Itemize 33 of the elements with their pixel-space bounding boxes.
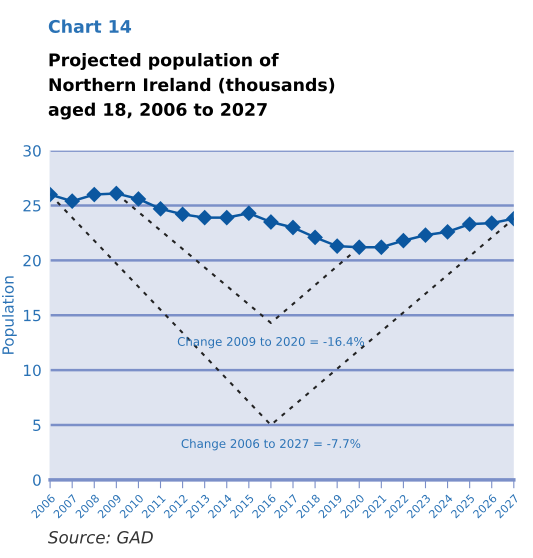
- point: [108, 186, 124, 202]
- point: [285, 220, 301, 236]
- point: [175, 206, 190, 222]
- point: [396, 233, 411, 248]
- annotation: Change 2009 to 2020 = -16.4%: [178, 336, 364, 348]
- y-tick-label: 25: [23, 200, 40, 212]
- y-tick-label: 20: [23, 254, 41, 266]
- point: [484, 216, 500, 231]
- y-tick-label: 15: [24, 310, 40, 322]
- point: [308, 230, 323, 245]
- point: [263, 214, 278, 230]
- point: [86, 186, 102, 202]
- point: [374, 240, 389, 255]
- annotation: Change 2006 to 2027 = -7.7%: [182, 438, 360, 450]
- point: [197, 210, 212, 226]
- y-tick-label: 5: [33, 420, 40, 432]
- point: [219, 210, 234, 226]
- point: [241, 206, 256, 221]
- caption: Chart 14: [48, 20, 132, 33]
- point: [352, 240, 367, 255]
- point: [330, 238, 345, 254]
- chart-title: Projected population of Northern Ireland (thousands) aged 18, 2006 to 2027: [48, 53, 334, 120]
- point: [152, 201, 168, 216]
- y-axis-title: Population: [2, 276, 17, 354]
- y-tick-label: 30: [23, 145, 41, 157]
- y-tick-label: 10: [24, 364, 41, 376]
- y-tick-label: 0: [33, 474, 41, 486]
- source-note: Source: GAD: [48, 531, 153, 544]
- point: [418, 228, 434, 243]
- point: [440, 224, 456, 240]
- point: [64, 194, 80, 209]
- point: [462, 216, 478, 232]
- point: [130, 191, 146, 207]
